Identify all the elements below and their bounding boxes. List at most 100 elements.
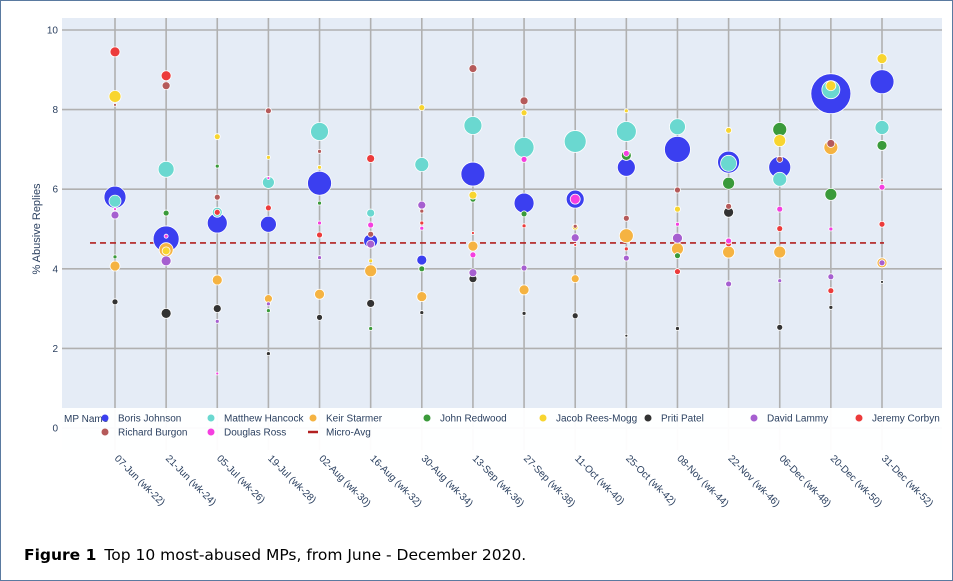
legend-label: Jacob Rees-Mogg xyxy=(556,414,637,425)
data-point-jacob-rees-mogg xyxy=(468,190,478,200)
data-point-douglas-ross xyxy=(675,221,680,227)
x-tick-label: 30-Aug (wk-34) xyxy=(419,453,475,509)
legend-label: Jeremy Corbyn xyxy=(872,414,940,425)
data-point-jeremy-corbyn xyxy=(521,223,527,229)
data-point-jacob-rees-mogg xyxy=(725,126,732,134)
caption-label: Figure 1 xyxy=(24,546,97,564)
data-point-keir-starmer xyxy=(109,260,121,272)
data-point-david-lammy xyxy=(725,280,732,288)
legend-marker xyxy=(539,414,547,422)
data-point-matthew-hancock xyxy=(463,116,483,135)
y-tick-label: 10 xyxy=(47,26,59,37)
data-point-boris-johnson xyxy=(460,161,486,187)
data-point-jeremy-corbyn xyxy=(109,46,121,58)
data-point-richard-burgon xyxy=(367,230,375,238)
data-point-david-lammy xyxy=(317,255,322,261)
legend-marker xyxy=(309,414,317,422)
x-tick-label: 07-Jun (wk-22) xyxy=(112,453,167,508)
data-point-matthew-hancock xyxy=(772,171,788,187)
data-point-matthew-hancock xyxy=(157,160,175,178)
x-tick-label: 19-Jul (wk-28) xyxy=(265,453,318,506)
legend-marker xyxy=(101,428,109,436)
data-point-boris-johnson xyxy=(513,192,535,214)
x-tick-label: 05-Jul (wk-26) xyxy=(214,453,267,506)
data-point-jeremy-corbyn xyxy=(213,208,221,216)
data-point-david-lammy xyxy=(265,301,271,307)
legend-label: Matthew Hancock xyxy=(224,414,304,425)
data-point-keir-starmer xyxy=(570,274,580,284)
data-point-boris-johnson xyxy=(869,69,895,95)
data-point-keir-starmer xyxy=(416,291,428,303)
data-point-douglas-ross xyxy=(266,176,271,180)
data-point-priti-patel xyxy=(111,298,119,306)
data-point-jacob-rees-mogg xyxy=(418,104,426,112)
data-point-jacob-rees-mogg xyxy=(108,90,122,103)
figure-caption: Figure 1 Top 10 most-abused MPs, from Jun… xyxy=(24,546,526,564)
data-point-john-redwood xyxy=(418,265,426,273)
data-point-jeremy-corbyn xyxy=(623,246,629,252)
legend-marker xyxy=(207,428,215,436)
data-point-keir-starmer xyxy=(211,274,223,286)
x-tick-label: 21-Jun (wk-24) xyxy=(163,453,218,508)
legend-label: Richard Burgon xyxy=(118,428,187,439)
data-point-john-redwood xyxy=(876,140,888,151)
data-point-douglas-ross xyxy=(113,207,117,212)
data-point-richard-burgon xyxy=(213,193,221,201)
data-point-david-lammy xyxy=(110,210,120,220)
x-tick-label: 27-Sep (wk-38) xyxy=(521,453,577,509)
data-point-priti-patel xyxy=(160,307,172,319)
data-point-matthew-hancock xyxy=(874,120,890,135)
data-point-richard-burgon xyxy=(826,139,836,148)
data-point-richard-burgon xyxy=(468,64,478,74)
x-tick-label: 08-Nov (wk-44) xyxy=(674,453,730,509)
x-tick-label: 13-Sep (wk-36) xyxy=(470,453,526,509)
data-point-keir-starmer xyxy=(773,245,787,259)
data-point-boris-johnson xyxy=(259,215,277,233)
data-point-douglas-ross xyxy=(163,233,169,239)
legend-label: Boris Johnson xyxy=(118,414,181,425)
data-point-richard-burgon xyxy=(419,208,425,214)
y-tick-label: 4 xyxy=(52,264,58,275)
data-point-john-redwood xyxy=(824,187,838,201)
data-point-boris-johnson xyxy=(307,170,332,196)
data-point-david-lammy xyxy=(468,268,478,278)
data-point-david-lammy xyxy=(878,259,886,267)
data-point-john-redwood xyxy=(520,210,528,218)
x-tick-label: 31-Dec (wk-52) xyxy=(879,453,935,509)
data-point-jeremy-corbyn xyxy=(419,220,425,226)
data-point-richard-burgon xyxy=(674,186,681,194)
data-point-matthew-hancock xyxy=(669,118,686,136)
data-point-jeremy-corbyn xyxy=(264,204,272,212)
data-point-douglas-ross xyxy=(317,220,322,226)
data-point-priti-patel xyxy=(366,299,376,308)
data-point-priti-patel xyxy=(880,280,884,284)
data-point-jeremy-corbyn xyxy=(573,243,578,247)
data-point-douglas-ross xyxy=(469,251,477,259)
data-point-david-lammy xyxy=(570,233,580,243)
data-point-jeremy-corbyn xyxy=(471,231,475,235)
data-point-john-redwood xyxy=(265,308,271,313)
data-point-david-lammy xyxy=(214,318,220,324)
caption-text: Top 10 most-abused MPs, from June - Dece… xyxy=(104,546,527,564)
legend-label: John Redwood xyxy=(440,414,507,425)
data-point-keir-starmer xyxy=(518,284,530,296)
data-point-matthew-hancock xyxy=(615,121,637,142)
data-point-david-lammy xyxy=(417,200,427,210)
data-point-jeremy-corbyn xyxy=(366,154,376,163)
data-point-david-lammy xyxy=(622,254,630,262)
data-point-douglas-ross xyxy=(215,371,220,376)
data-point-douglas-ross xyxy=(776,205,784,213)
data-point-david-lammy xyxy=(777,278,783,284)
data-point-jacob-rees-mogg xyxy=(773,134,787,148)
legend-marker xyxy=(423,414,431,422)
y-tick-label: 0 xyxy=(52,424,58,435)
data-point-priti-patel xyxy=(828,305,834,310)
data-point-richard-burgon xyxy=(776,155,784,163)
data-point-jacob-rees-mogg xyxy=(368,258,374,264)
data-point-matthew-hancock xyxy=(366,208,376,218)
data-point-douglas-ross xyxy=(828,226,834,232)
data-point-david-lammy xyxy=(520,264,528,272)
data-point-richard-burgon xyxy=(725,202,732,210)
x-tick-label: 16-Aug (wk-32) xyxy=(368,453,424,509)
y-axis-title: % Abusive Replies xyxy=(31,183,43,275)
